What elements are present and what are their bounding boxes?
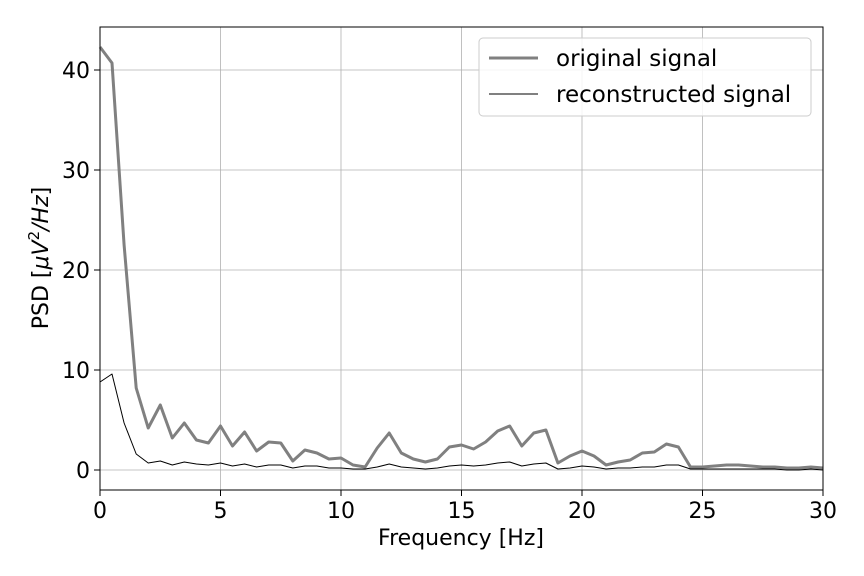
legend-label-original-signal: original signal xyxy=(556,46,717,72)
x-tick-label: 5 xyxy=(214,499,228,524)
y-axis-ticks: 0 10 20 30 40 xyxy=(62,59,100,484)
y-axis-label-suffix: ] xyxy=(29,187,54,196)
y-tick-label: 0 xyxy=(76,459,90,484)
y-axis-label-unit: /Hz xyxy=(29,195,54,233)
grid-lines xyxy=(99,27,824,490)
y-axis-label-v: V xyxy=(29,238,54,255)
legend-box xyxy=(478,37,812,117)
legend-label-reconstructed-signal: reconstructed signal xyxy=(556,82,791,108)
x-axis-ticks: 0 5 10 15 20 25 30 xyxy=(93,490,837,524)
x-axis-label: Frequency [Hz] xyxy=(378,526,544,551)
series-layer xyxy=(98,46,824,471)
y-axis-label-prefix: PSD [ xyxy=(29,269,54,329)
x-tick-label: 25 xyxy=(689,499,717,524)
series-line-original-signal xyxy=(98,46,824,470)
legend: original signal reconstructed signal xyxy=(478,37,812,117)
y-axis-label-mu: μ xyxy=(29,255,54,270)
x-tick-label: 30 xyxy=(809,499,837,524)
series-line-reconstructed-signal xyxy=(99,373,824,471)
x-tick-label: 0 xyxy=(93,499,107,524)
y-axis-label-sup: 2 xyxy=(25,231,43,241)
y-tick-label: 20 xyxy=(62,259,90,284)
y-tick-label: 30 xyxy=(62,159,90,184)
y-tick-label: 10 xyxy=(62,359,90,384)
x-tick-label: 15 xyxy=(448,499,476,524)
x-tick-label: 10 xyxy=(327,499,355,524)
y-axis-label: PSD [μV2/Hz] xyxy=(25,187,54,329)
x-tick-label: 20 xyxy=(568,499,596,524)
y-tick-label: 40 xyxy=(62,59,90,84)
